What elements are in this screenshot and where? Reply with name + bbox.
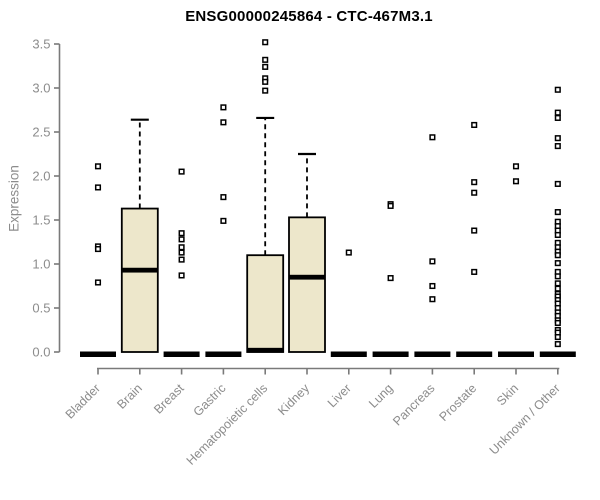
outlier-point bbox=[554, 135, 561, 142]
flat-box-skin bbox=[498, 351, 534, 357]
flat-box-lung bbox=[372, 351, 409, 357]
x-tick-label: Gastric bbox=[191, 381, 229, 419]
outlier-point bbox=[262, 78, 269, 85]
x-tick-label: Breast bbox=[151, 381, 187, 417]
box-brain bbox=[120, 207, 159, 353]
outlier-point bbox=[178, 244, 185, 251]
y-tick-label: 0.0 bbox=[32, 345, 50, 360]
flat-box-unknown-other bbox=[539, 351, 576, 357]
box-hematopoietic-cells bbox=[246, 254, 285, 353]
chart-title: ENSG00000245864 - CTC-467M3.1 bbox=[185, 8, 433, 25]
outlier-point bbox=[554, 231, 561, 239]
outlier-point bbox=[554, 252, 561, 259]
flat-box-bladder bbox=[80, 351, 116, 357]
x-tick-label: Skin bbox=[494, 381, 521, 408]
flat-box-breast bbox=[163, 351, 200, 357]
x-tick-label: Kidney bbox=[275, 381, 312, 418]
outlier-point bbox=[94, 184, 102, 191]
outlier-point bbox=[178, 236, 185, 243]
y-tick-label: 1.0 bbox=[32, 257, 50, 272]
outlier-point bbox=[178, 256, 185, 263]
outlier-point bbox=[387, 275, 394, 282]
outlier-point bbox=[554, 273, 561, 280]
outlier-point bbox=[220, 217, 227, 224]
outlier-point bbox=[429, 282, 436, 290]
outlier-point bbox=[94, 163, 102, 170]
x-tick-label: Brain bbox=[114, 381, 145, 412]
outlier-point bbox=[512, 163, 520, 170]
outlier-point bbox=[220, 104, 227, 111]
outlier-point bbox=[471, 227, 478, 234]
flat-box-pancreas bbox=[414, 351, 451, 357]
outlier-point bbox=[262, 63, 269, 70]
x-tick-label: Hematopoietic cells bbox=[184, 381, 271, 468]
outlier-point bbox=[471, 121, 478, 129]
median-line bbox=[247, 347, 284, 353]
x-tick-label: Lung bbox=[366, 381, 396, 411]
outlier-point bbox=[471, 179, 478, 186]
outlier-point bbox=[554, 180, 561, 187]
outlier-point bbox=[178, 230, 185, 237]
outlier-point bbox=[554, 285, 561, 292]
box-kidney bbox=[288, 216, 326, 353]
y-tick-label: 2.5 bbox=[32, 125, 50, 140]
outlier-point bbox=[554, 209, 561, 216]
outlier-point bbox=[178, 272, 185, 279]
outlier-point bbox=[262, 39, 269, 46]
outlier-point bbox=[262, 87, 269, 94]
x-tick-label: Bladder bbox=[63, 381, 103, 421]
outlier-point bbox=[94, 245, 102, 253]
x-tick-label: Liver bbox=[325, 381, 354, 410]
outlier-point bbox=[178, 168, 185, 175]
outlier-point bbox=[178, 249, 185, 256]
outlier-point bbox=[94, 279, 102, 286]
median-line bbox=[289, 274, 325, 280]
outlier-point bbox=[471, 268, 478, 275]
y-tick-label: 3.5 bbox=[32, 37, 50, 52]
outlier-point bbox=[554, 333, 561, 341]
outlier-point bbox=[471, 189, 478, 196]
outlier-point bbox=[554, 319, 561, 327]
x-tick-label: Pancreas bbox=[390, 381, 437, 428]
outlier-point bbox=[387, 202, 394, 209]
outlier-point bbox=[554, 86, 561, 93]
flat-box-gastric bbox=[205, 351, 242, 357]
outlier-point bbox=[554, 143, 561, 150]
outlier-point bbox=[429, 258, 436, 265]
x-tick-label: Prostate bbox=[436, 381, 479, 424]
outlier-point bbox=[220, 119, 227, 126]
y-tick-label: 1.5 bbox=[32, 213, 50, 228]
outlier-point bbox=[262, 56, 269, 63]
outlier-point bbox=[220, 194, 227, 201]
flat-box-prostate bbox=[456, 351, 493, 357]
outlier-point bbox=[429, 296, 436, 303]
flat-box-liver bbox=[330, 351, 367, 357]
outlier-point bbox=[554, 341, 561, 348]
outlier-point bbox=[554, 109, 561, 116]
y-tick-label: 2.0 bbox=[32, 169, 50, 184]
median-line bbox=[121, 267, 158, 273]
outlier-point bbox=[554, 280, 561, 287]
outlier-point bbox=[429, 134, 436, 141]
y-tick-label: 3.0 bbox=[32, 81, 50, 96]
outlier-point bbox=[512, 178, 520, 185]
outlier-point bbox=[345, 249, 352, 256]
x-tick-label: Unknown / Other bbox=[487, 381, 563, 457]
outlier-point bbox=[554, 260, 561, 267]
y-tick-label: 0.5 bbox=[32, 301, 50, 316]
outlier-point bbox=[554, 114, 561, 121]
